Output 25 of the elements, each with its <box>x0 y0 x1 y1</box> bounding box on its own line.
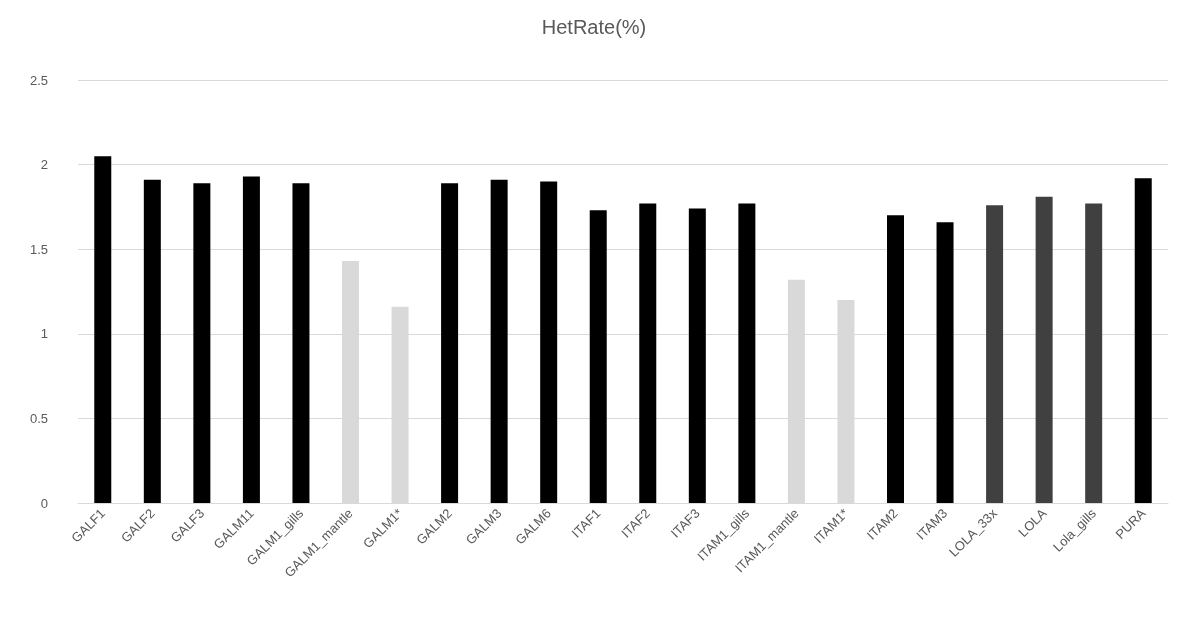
bar <box>94 156 112 503</box>
bar <box>143 179 161 503</box>
y-tick-label: 0.5 <box>29 410 48 426</box>
bar <box>540 181 558 503</box>
bar <box>589 210 607 503</box>
bar <box>193 183 211 503</box>
bar <box>242 176 260 503</box>
y-tick-label: 2 <box>40 157 48 173</box>
y-tick-label: 2.5 <box>29 72 48 88</box>
chart-title: HetRate(%) <box>541 16 647 38</box>
bar <box>1085 203 1103 503</box>
bar <box>688 208 706 503</box>
bar <box>936 222 954 503</box>
bar <box>986 205 1004 503</box>
bar <box>639 203 657 503</box>
bar <box>1035 196 1053 503</box>
bar <box>887 215 904 503</box>
bar <box>738 203 756 503</box>
y-tick-label: 0 <box>40 495 48 511</box>
y-tick-label: 1 <box>40 326 48 342</box>
bar <box>490 179 508 503</box>
bar <box>441 183 459 503</box>
bar <box>292 183 310 503</box>
bar <box>1134 178 1152 503</box>
y-tick-label: 1.5 <box>29 241 48 257</box>
